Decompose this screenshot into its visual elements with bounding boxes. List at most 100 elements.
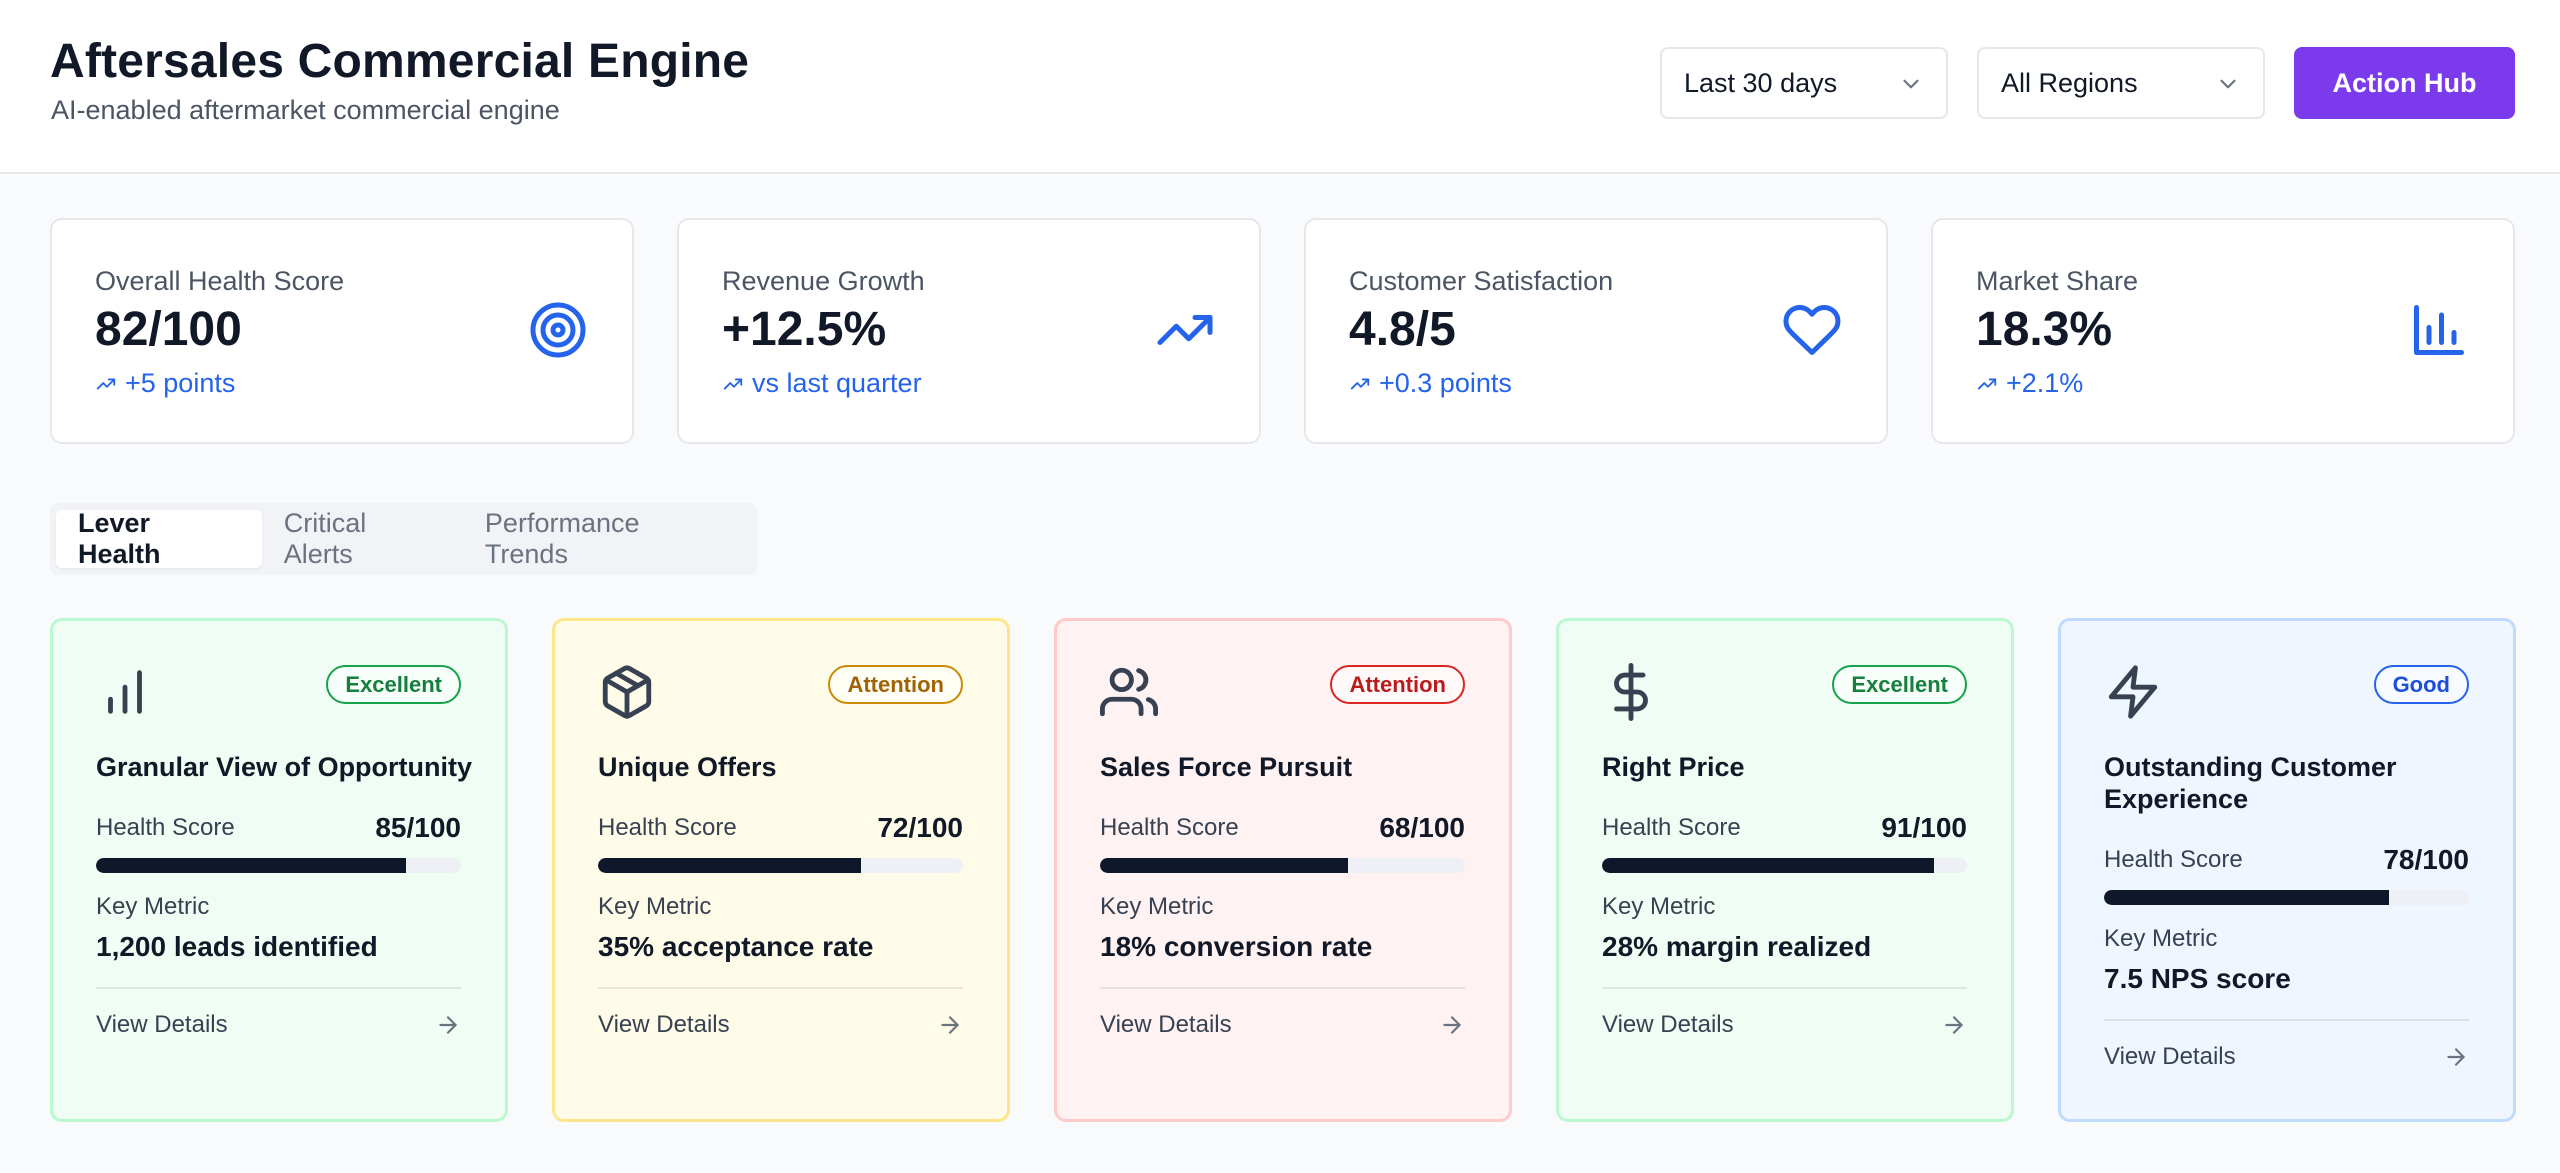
lever-card-sales-force: Attention Sales Force Pursuit Health Sco… bbox=[1054, 618, 1512, 1122]
health-bar-fill bbox=[96, 858, 407, 873]
view-details-link[interactable]: View Details bbox=[2104, 1037, 2469, 1077]
status-badge: Excellent bbox=[1832, 665, 1967, 704]
region-select[interactable]: All Regions bbox=[1977, 47, 2265, 119]
metric-label: Key Metric bbox=[598, 893, 712, 920]
kpi-label: Overall Health Score bbox=[95, 266, 345, 296]
health-row: Health Score 72/100 bbox=[598, 812, 963, 844]
view-tabs: Lever Health Critical Alerts Performance… bbox=[50, 503, 757, 575]
bar-chart-icon bbox=[108, 670, 142, 714]
metric-label: Key Metric bbox=[1602, 893, 1716, 920]
kpi-value: 4.8/5 bbox=[1349, 303, 1456, 356]
trending-up-icon bbox=[1350, 378, 1370, 389]
tab-critical-alerts[interactable]: Critical Alerts bbox=[283, 508, 367, 569]
page-header: Aftersales Commercial Engine AI-enabled … bbox=[0, 0, 2560, 174]
users-icon bbox=[1100, 667, 1158, 717]
kpi-trend: vs last quarter bbox=[722, 368, 922, 399]
divider bbox=[96, 987, 461, 989]
health-row: Health Score 85/100 bbox=[96, 812, 461, 844]
health-label: Health Score bbox=[1602, 814, 1741, 841]
view-details-link[interactable]: View Details bbox=[1100, 1005, 1465, 1045]
health-bar-fill bbox=[2104, 890, 2389, 905]
health-bar bbox=[1100, 858, 1465, 873]
lever-card-customer-experience: Good Outstanding Customer Experience Hea… bbox=[2058, 618, 2516, 1122]
lever-title: Sales Force Pursuit bbox=[1100, 752, 1353, 782]
lever-body: Health Score 68/100 Key Metric 18% conve… bbox=[1100, 812, 1465, 1045]
health-label: Health Score bbox=[2104, 846, 2243, 873]
health-row: Health Score 68/100 bbox=[1100, 812, 1465, 844]
health-value: 85/100 bbox=[375, 812, 461, 843]
lever-body: Health Score 72/100 Key Metric 35% accep… bbox=[598, 812, 963, 1045]
action-hub-button[interactable]: Action Hub bbox=[2294, 47, 2515, 119]
kpi-trend: +2.1% bbox=[1976, 368, 2083, 399]
lever-title: Granular View of Opportunity bbox=[96, 752, 473, 782]
metric-label: Key Metric bbox=[2104, 925, 2218, 952]
health-bar bbox=[598, 858, 963, 873]
kpi-card-health: Overall Health Score 82/100 +5 points bbox=[50, 218, 634, 444]
view-details-link[interactable]: View Details bbox=[598, 1005, 963, 1045]
kpi-card-satisfaction: Customer Satisfaction 4.8/5 +0.3 points bbox=[1304, 218, 1888, 444]
health-row: Health Score 91/100 bbox=[1602, 812, 1967, 844]
metric-value: 28% margin realized bbox=[1602, 931, 1872, 962]
kpi-trend: +0.3 points bbox=[1349, 368, 1512, 399]
arrow-right-icon bbox=[1945, 1016, 1963, 1034]
trending-up-icon bbox=[96, 378, 116, 389]
health-label: Health Score bbox=[96, 814, 235, 841]
view-details-label: View Details bbox=[1100, 1011, 1232, 1038]
arrow-right-icon bbox=[439, 1016, 457, 1034]
metric-label: Key Metric bbox=[1100, 893, 1214, 920]
health-label: Health Score bbox=[598, 814, 737, 841]
lever-card-unique-offers: Attention Unique Offers Health Score 72/… bbox=[552, 618, 1010, 1122]
package-icon bbox=[602, 665, 652, 719]
metric-value: 7.5 NPS score bbox=[2104, 963, 2291, 994]
metric-label: Key Metric bbox=[96, 893, 210, 920]
divider bbox=[1100, 987, 1465, 989]
arrow-right-icon bbox=[2447, 1048, 2465, 1066]
lever-card-granular-view: Excellent Granular View of Opportunity H… bbox=[50, 618, 508, 1122]
status-badge: Attention bbox=[828, 665, 963, 704]
health-value: 91/100 bbox=[1881, 812, 1967, 843]
divider bbox=[1602, 987, 1967, 989]
kpi-value: 18.3% bbox=[1976, 303, 2113, 356]
kpi-card-revenue: Revenue Growth +12.5% vs last quarter bbox=[677, 218, 1261, 444]
kpi-trend-text: vs last quarter bbox=[752, 368, 922, 398]
lever-body: Health Score 91/100 Key Metric 28% margi… bbox=[1602, 812, 1967, 1045]
health-value: 68/100 bbox=[1379, 812, 1465, 843]
chevron-down-icon bbox=[2220, 79, 2236, 89]
health-bar bbox=[96, 858, 461, 873]
tab-performance-trends[interactable]: Performance Trends bbox=[484, 508, 640, 569]
tab-lever-health[interactable]: Lever Health bbox=[56, 508, 262, 569]
status-badge: Good bbox=[2373, 665, 2469, 704]
view-details-label: View Details bbox=[96, 1011, 228, 1038]
view-details-label: View Details bbox=[598, 1011, 730, 1038]
dollar-icon bbox=[1614, 663, 1648, 721]
lever-body: Health Score 85/100 Key Metric 1,200 lea… bbox=[96, 812, 461, 1045]
trending-up-icon bbox=[1157, 315, 1213, 345]
health-bar-fill bbox=[598, 858, 861, 873]
chevron-down-icon bbox=[1903, 79, 1919, 89]
health-label: Health Score bbox=[1100, 814, 1239, 841]
metric-value: 35% acceptance rate bbox=[598, 931, 874, 962]
heart-icon bbox=[1783, 304, 1841, 355]
view-details-link[interactable]: View Details bbox=[96, 1005, 461, 1045]
date-range-select[interactable]: Last 30 days bbox=[1660, 47, 1948, 119]
lever-card-right-price: Excellent Right Price Health Score 91/10… bbox=[1556, 618, 2014, 1122]
kpi-trend: +5 points bbox=[95, 368, 235, 399]
lever-body: Health Score 78/100 Key Metric 7.5 NPS s… bbox=[2104, 844, 2469, 1077]
status-badge: Excellent bbox=[326, 665, 461, 704]
arrow-right-icon bbox=[941, 1016, 959, 1034]
lever-title: Outstanding Customer Experience bbox=[2104, 752, 2397, 814]
health-value: 78/100 bbox=[2383, 844, 2469, 875]
lever-title: Unique Offers bbox=[598, 752, 777, 782]
lever-title: Right Price bbox=[1602, 752, 1745, 782]
kpi-trend-text: +5 points bbox=[125, 368, 236, 398]
kpi-label: Market Share bbox=[1976, 266, 2139, 296]
kpi-label: Customer Satisfaction bbox=[1349, 266, 1614, 296]
target-icon bbox=[530, 302, 586, 358]
kpi-trend-text: +2.1% bbox=[2006, 368, 2084, 398]
kpi-value: +12.5% bbox=[722, 303, 887, 356]
zap-icon bbox=[2108, 665, 2158, 719]
health-row: Health Score 78/100 bbox=[2104, 844, 2469, 876]
view-details-link[interactable]: View Details bbox=[1602, 1005, 1967, 1045]
divider bbox=[598, 987, 963, 989]
trending-up-icon bbox=[723, 378, 743, 389]
